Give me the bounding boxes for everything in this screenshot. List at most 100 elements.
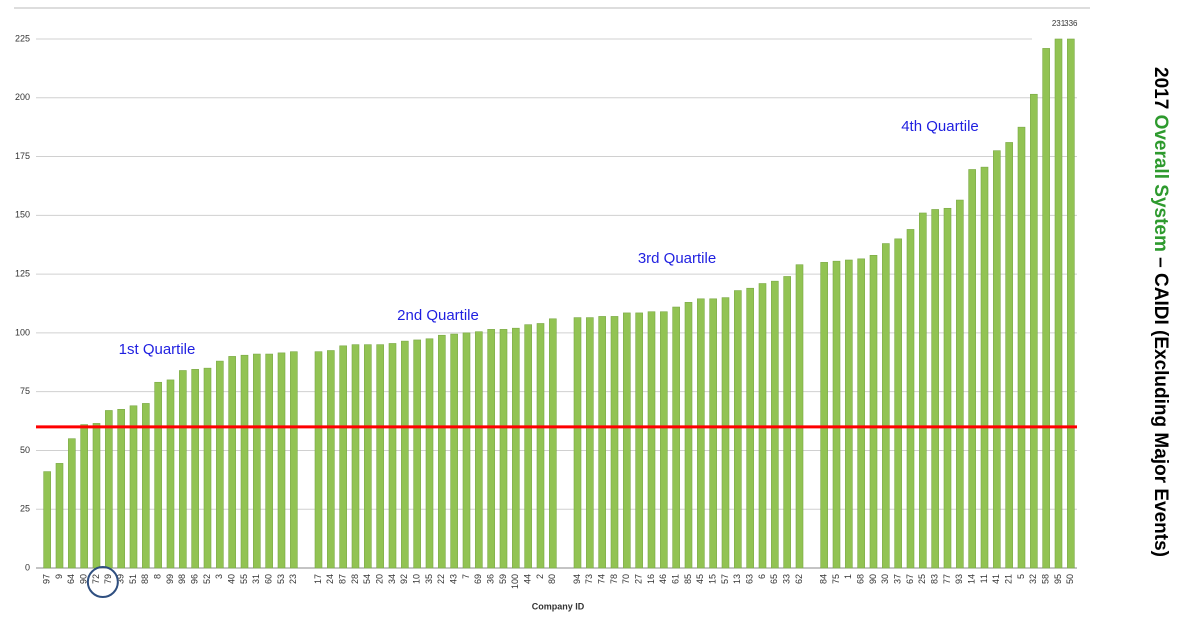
bar — [364, 344, 372, 569]
bar — [869, 255, 878, 569]
x-tick-label: 31 — [251, 574, 261, 584]
x-tick-label: 67 — [905, 574, 915, 584]
bar — [524, 324, 532, 569]
x-tick-label: 73 — [584, 574, 594, 584]
x-tick-label: 75 — [831, 574, 841, 584]
x-tick-label: 95 — [1053, 574, 1063, 584]
bar — [1030, 93, 1038, 569]
bar — [684, 302, 693, 569]
bar — [968, 169, 976, 569]
x-tick-label: 16 — [646, 574, 656, 584]
bar — [179, 370, 187, 569]
bar — [820, 262, 828, 569]
x-tick-label: 83 — [930, 574, 940, 584]
x-tick-label: 92 — [399, 574, 409, 584]
bar — [438, 334, 446, 569]
x-tick-label: 98 — [177, 574, 187, 584]
bar — [166, 379, 175, 569]
bar — [536, 323, 545, 569]
quartile-label: 1st Quartile — [119, 341, 196, 358]
x-tick-label: 25 — [917, 574, 927, 584]
bar — [734, 290, 742, 569]
x-tick-label: 32 — [1028, 574, 1038, 584]
bar — [795, 264, 804, 569]
bar — [721, 297, 730, 569]
bar — [956, 199, 964, 569]
x-tick-label: 53 — [276, 574, 286, 584]
x-tick-label: 74 — [597, 574, 607, 584]
bar — [709, 298, 717, 569]
x-tick-label: 50 — [1065, 574, 1075, 584]
x-tick-label: 77 — [942, 574, 952, 584]
x-tick-label: 69 — [473, 574, 483, 584]
x-tick-label: 94 — [572, 574, 582, 584]
x-tick-label: 59 — [498, 574, 508, 584]
x-tick-label: 15 — [708, 574, 718, 584]
bar — [1017, 126, 1026, 569]
y-tick-label: 75 — [20, 386, 30, 396]
bar — [980, 166, 989, 569]
bar — [610, 316, 619, 569]
bar — [598, 316, 606, 569]
x-tick-label: 2 — [535, 574, 545, 579]
x-tick-label: 34 — [387, 574, 397, 584]
x-tick-label: 45 — [695, 574, 705, 584]
x-tick-label: 58 — [1041, 574, 1051, 584]
x-tick-label: 78 — [609, 574, 619, 584]
bar — [388, 343, 397, 569]
x-tick-label: 65 — [769, 574, 779, 584]
x-tick-label: 51 — [128, 574, 138, 584]
bar — [487, 329, 495, 569]
x-tick-label: 23 — [288, 574, 298, 584]
bar — [573, 317, 582, 569]
bar — [993, 150, 1001, 569]
bar — [314, 351, 323, 569]
x-tick-label: 8 — [153, 574, 163, 579]
x-tick-label: 64 — [66, 574, 76, 584]
bar — [129, 405, 138, 569]
x-tick-label: 54 — [362, 574, 372, 584]
bar — [499, 329, 508, 569]
title-part: Overall System — [1150, 115, 1171, 252]
bar — [882, 243, 890, 569]
x-tick-label: 5 — [1016, 574, 1026, 579]
bar — [894, 238, 902, 569]
bar — [425, 338, 434, 569]
bar — [697, 298, 705, 569]
x-tick-label: 13 — [732, 574, 742, 584]
bar — [376, 344, 384, 569]
x-tick-label: 20 — [375, 574, 385, 584]
bar — [290, 351, 298, 569]
x-tick-label: 6 — [757, 574, 767, 579]
bar — [475, 331, 483, 569]
bar — [240, 354, 249, 569]
quartile-label: 2nd Quartile — [397, 307, 479, 324]
bar — [672, 306, 680, 569]
x-tick-label: 46 — [658, 574, 668, 584]
x-tick-label: 87 — [338, 574, 348, 584]
bar — [401, 340, 409, 569]
x-tick-label: 52 — [202, 574, 212, 584]
title-part: – CAIDI (Excluding Major Events) — [1150, 252, 1171, 557]
x-tick-label: 93 — [954, 574, 964, 584]
bar — [832, 260, 841, 569]
data-label: 336 — [1064, 19, 1078, 28]
bar — [647, 311, 656, 569]
x-tick-label: 36 — [486, 574, 496, 584]
x-tick-label: 97 — [42, 574, 52, 584]
x-tick-label: 72 — [91, 574, 101, 584]
bar — [253, 353, 261, 569]
y-tick-label: 25 — [20, 504, 30, 514]
x-tick-label: 7 — [461, 574, 471, 579]
y-tick-label: 100 — [15, 327, 30, 337]
bar — [1054, 38, 1063, 569]
bar — [327, 350, 335, 569]
y-tick-label: 200 — [15, 92, 30, 102]
x-tick-label: 1 — [843, 574, 853, 579]
x-tick-label: 90 — [868, 574, 878, 584]
chart-title: 2017 Overall System – CAIDI (Excluding M… — [1150, 67, 1171, 557]
bar — [512, 327, 520, 569]
bar — [216, 360, 224, 569]
x-tick-label: 41 — [991, 574, 1001, 584]
bar — [55, 463, 64, 569]
